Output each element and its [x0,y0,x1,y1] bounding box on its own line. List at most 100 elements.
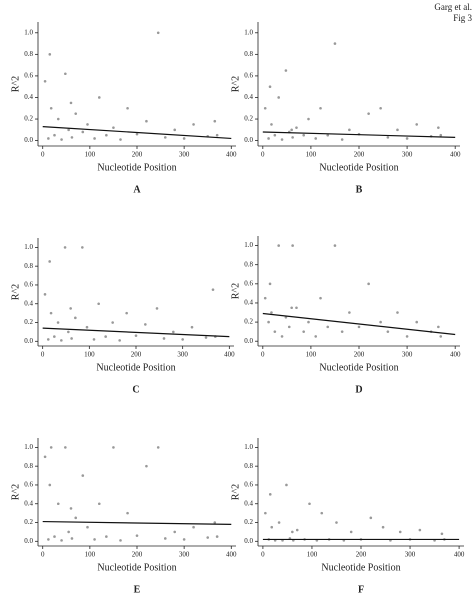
point [104,335,107,338]
x-tick-label: 200 [354,151,365,159]
point [357,325,361,329]
point [386,330,390,333]
point [381,525,385,529]
point [319,296,322,300]
point [268,282,272,286]
point [280,138,284,141]
y-tick-label: 0.0 [244,136,253,144]
point [267,320,270,324]
point [369,516,373,520]
point [270,525,274,529]
y-tick-label: 0.0 [24,337,33,345]
y-tick-label: 0.8 [244,50,253,58]
y-tick-label: 0.8 [24,50,33,58]
x-tick-label: 400 [454,551,465,559]
x-tick-label: 300 [402,151,413,159]
point [277,96,280,99]
y-tick-label: 0.6 [24,72,33,80]
point [204,336,208,339]
x-tick-label: 400 [450,151,461,159]
point [273,330,277,333]
point [145,119,148,123]
point [215,133,219,137]
trend-line [42,125,232,140]
point [70,337,73,340]
y-tick-label: 0.8 [244,462,253,470]
point [60,138,63,141]
point [302,133,305,137]
point [56,321,60,324]
point [386,136,390,139]
x-axis-label: Nucleotide Position [319,362,398,373]
panel-letter: A [133,184,141,195]
y-tick-label: 0.6 [244,481,253,489]
point [273,133,277,137]
y-tick-label: 0.2 [24,318,33,326]
x-tick-label: 0 [261,151,265,159]
point [125,311,128,315]
point [349,530,353,534]
point [290,128,293,132]
point [302,330,305,333]
y-tick-label: 1.0 [244,443,253,451]
x-tick-label: 100 [307,551,318,559]
y-tick-label: 0.2 [24,115,33,123]
point [56,502,60,506]
point [213,521,217,524]
point [63,246,67,249]
point [155,307,159,310]
point [74,112,78,115]
x-tick-label: 100 [85,551,96,559]
point [112,126,115,129]
point [163,136,167,139]
y-tick-label: 0.2 [24,518,33,526]
point [135,132,139,136]
y-axis-label: R^2 [10,284,21,300]
x-tick-label: 0 [41,151,45,159]
x-tick-label: 100 [84,351,95,359]
x-tick-label: 100 [306,351,317,359]
point [290,306,293,310]
y-tick-label: 0.0 [24,136,33,144]
point [134,334,138,337]
point [379,106,382,110]
point [287,325,291,329]
x-tick-label: 300 [177,351,188,359]
point [263,296,267,300]
point [213,119,217,123]
y-tick-label: 0.2 [244,115,253,123]
point [64,72,67,76]
y-tick-label: 1.0 [24,443,33,451]
panel-letter: B [356,184,363,195]
point [333,42,337,45]
x-axis-label: Nucleotide Position [319,162,398,173]
point [81,246,84,249]
y-tick-label: 0.0 [244,337,253,345]
point [67,330,70,334]
point [192,525,195,529]
trend-line [42,520,232,525]
point [437,325,440,329]
x-tick-label: 400 [226,551,237,559]
point [173,530,177,534]
point [43,455,47,459]
panel-letter: F [358,584,364,595]
x-tick-label: 0 [261,351,265,359]
point [60,339,63,342]
point [135,534,139,537]
point [119,138,122,141]
y-tick-label: 0.4 [244,93,253,101]
point [437,126,440,129]
point [326,325,330,329]
trend-line [42,327,230,338]
y-tick-label: 1.0 [244,28,253,36]
x-tick-label: 0 [41,551,45,559]
point [263,106,267,110]
point [192,123,195,126]
y-tick-label: 0.4 [24,499,33,507]
x-tick-label: 300 [179,551,190,559]
point [46,338,50,341]
y-axis-label: R^2 [10,76,21,92]
point [53,133,56,137]
